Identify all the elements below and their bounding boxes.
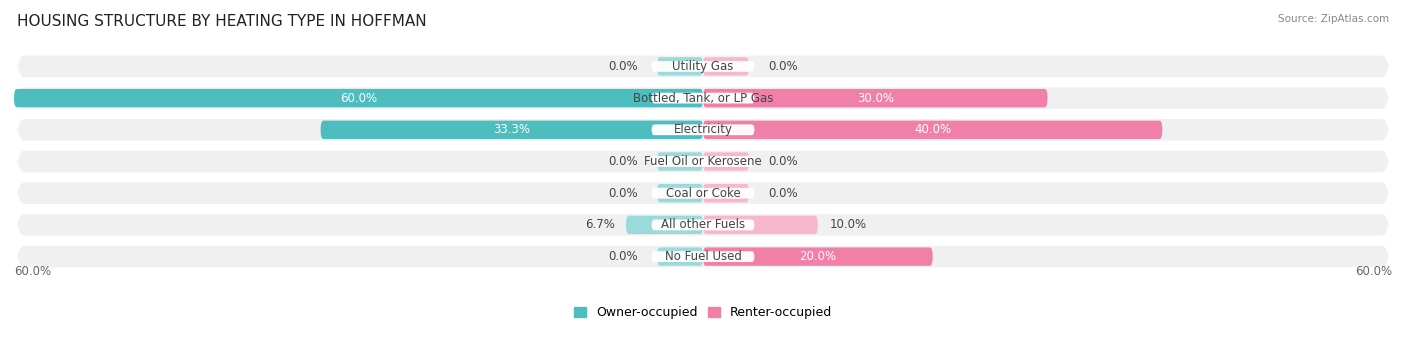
FancyBboxPatch shape: [703, 216, 818, 234]
Text: Bottled, Tank, or LP Gas: Bottled, Tank, or LP Gas: [633, 91, 773, 105]
Text: 0.0%: 0.0%: [769, 155, 799, 168]
Text: Source: ZipAtlas.com: Source: ZipAtlas.com: [1278, 14, 1389, 23]
Text: 20.0%: 20.0%: [799, 250, 837, 263]
FancyBboxPatch shape: [651, 93, 755, 103]
FancyBboxPatch shape: [651, 156, 755, 167]
Text: 0.0%: 0.0%: [607, 250, 637, 263]
Text: 60.0%: 60.0%: [14, 265, 51, 278]
Text: 33.3%: 33.3%: [494, 123, 530, 136]
FancyBboxPatch shape: [703, 57, 749, 75]
Text: 30.0%: 30.0%: [856, 91, 894, 105]
FancyBboxPatch shape: [651, 251, 755, 262]
Text: All other Fuels: All other Fuels: [661, 218, 745, 232]
FancyBboxPatch shape: [657, 152, 703, 171]
Text: Utility Gas: Utility Gas: [672, 60, 734, 73]
FancyBboxPatch shape: [657, 248, 703, 266]
Text: 0.0%: 0.0%: [607, 60, 637, 73]
FancyBboxPatch shape: [17, 87, 1389, 109]
FancyBboxPatch shape: [17, 214, 1389, 236]
FancyBboxPatch shape: [657, 184, 703, 202]
FancyBboxPatch shape: [703, 184, 749, 202]
FancyBboxPatch shape: [626, 216, 703, 234]
FancyBboxPatch shape: [703, 152, 749, 171]
FancyBboxPatch shape: [17, 151, 1389, 172]
Text: 0.0%: 0.0%: [769, 187, 799, 200]
Text: No Fuel Used: No Fuel Used: [665, 250, 741, 263]
Legend: Owner-occupied, Renter-occupied: Owner-occupied, Renter-occupied: [568, 301, 838, 324]
FancyBboxPatch shape: [651, 188, 755, 199]
Text: Electricity: Electricity: [673, 123, 733, 136]
FancyBboxPatch shape: [703, 121, 1163, 139]
FancyBboxPatch shape: [657, 57, 703, 75]
FancyBboxPatch shape: [17, 56, 1389, 77]
Text: HOUSING STRUCTURE BY HEATING TYPE IN HOFFMAN: HOUSING STRUCTURE BY HEATING TYPE IN HOF…: [17, 14, 426, 29]
Text: 0.0%: 0.0%: [607, 155, 637, 168]
Text: Coal or Coke: Coal or Coke: [665, 187, 741, 200]
Text: 60.0%: 60.0%: [1355, 265, 1392, 278]
FancyBboxPatch shape: [321, 121, 703, 139]
Text: 60.0%: 60.0%: [340, 91, 377, 105]
FancyBboxPatch shape: [651, 124, 755, 135]
FancyBboxPatch shape: [703, 248, 932, 266]
Text: 0.0%: 0.0%: [607, 187, 637, 200]
FancyBboxPatch shape: [651, 220, 755, 230]
FancyBboxPatch shape: [17, 246, 1389, 267]
Text: 40.0%: 40.0%: [914, 123, 952, 136]
Text: Fuel Oil or Kerosene: Fuel Oil or Kerosene: [644, 155, 762, 168]
FancyBboxPatch shape: [17, 183, 1389, 204]
FancyBboxPatch shape: [651, 61, 755, 72]
Text: 0.0%: 0.0%: [769, 60, 799, 73]
FancyBboxPatch shape: [14, 89, 703, 107]
FancyBboxPatch shape: [17, 119, 1389, 140]
Text: 10.0%: 10.0%: [830, 218, 866, 232]
Text: 6.7%: 6.7%: [585, 218, 614, 232]
FancyBboxPatch shape: [703, 89, 1047, 107]
